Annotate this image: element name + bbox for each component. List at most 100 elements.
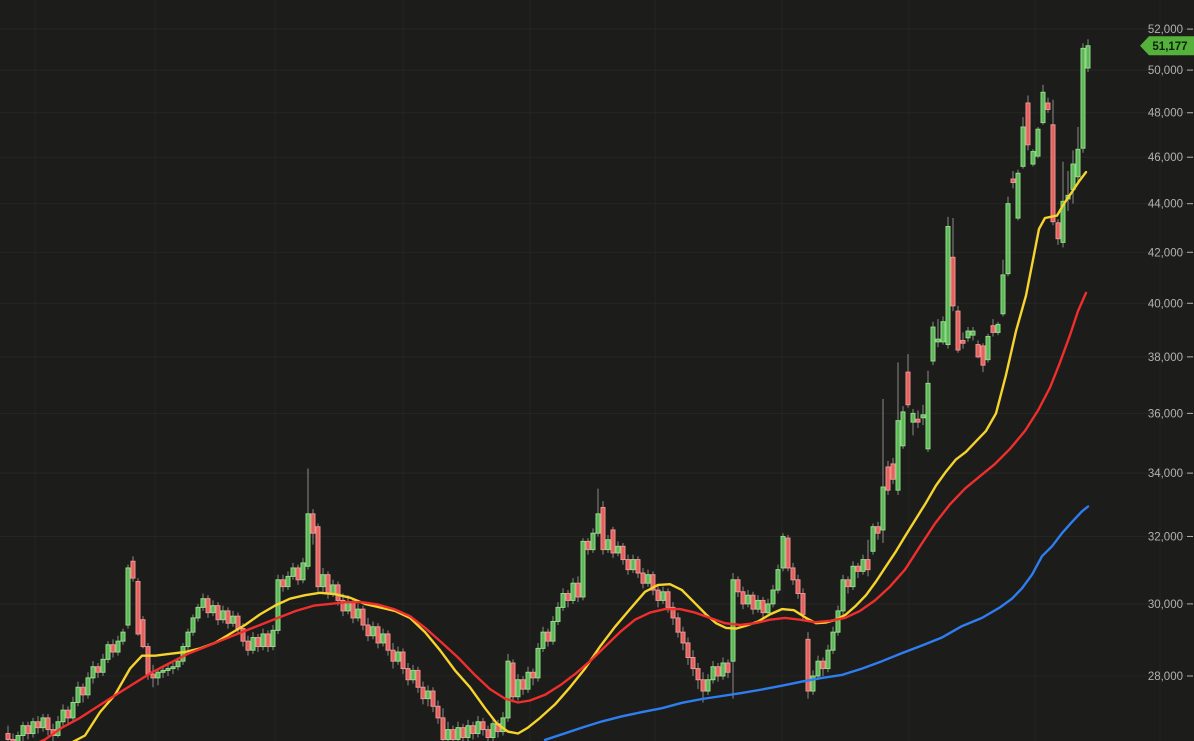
candle-up [880,486,886,531]
candle-down [430,690,436,707]
candle-down [65,709,71,719]
candle-up [15,735,21,741]
candle-down [450,729,456,740]
candle-up [985,335,991,361]
candle-down [905,371,911,406]
candle-up [165,668,171,671]
candle-up [605,539,611,551]
candle-up [465,725,471,738]
price-axis-label: 44,000 [1148,199,1183,211]
candle-down [95,666,101,673]
price-axis[interactable] [1145,0,1194,741]
candle-up [515,679,521,698]
candle-up [370,626,376,637]
candle-up [730,579,736,662]
candle-up [895,420,901,491]
candle-down [375,626,381,644]
candle-up [590,532,596,551]
candle-up [775,569,781,591]
candle-up [505,660,511,719]
candle-down [1025,102,1031,146]
candle-down [150,673,156,679]
candle-down [795,579,801,595]
candle-up [770,589,776,605]
candle-down [530,671,536,679]
candle-down [565,593,571,601]
candle-down [315,526,321,588]
candle-up [1005,203,1011,275]
candle-up [90,666,96,679]
price-axis-label: 52,000 [1148,24,1183,36]
candle-up [850,565,856,588]
candle-up [230,615,236,624]
candle-up [60,709,66,723]
candle-up [210,605,216,614]
candle-down [280,579,286,588]
candle-down [545,631,551,642]
candle-up [345,601,351,612]
candle-up [455,727,461,740]
candle-up [195,606,201,619]
candle-up [1085,45,1091,69]
candle-up [270,629,276,648]
last-price-tag [1140,36,1194,56]
candle-up [380,633,386,644]
candle-up [570,582,576,601]
candle-up [125,567,131,626]
candle-up [170,666,176,670]
candle-down [640,572,646,584]
price-axis-label: 28,000 [1148,671,1183,683]
candle-down [460,727,466,738]
candle-up [1040,91,1046,124]
candle-up [810,675,816,692]
candle-down [235,615,241,630]
candle-down [140,619,146,648]
candle-up [870,526,876,552]
candle-up [815,660,821,677]
candle-down [700,679,706,692]
candle-down [440,717,446,740]
candle-up [175,660,181,668]
candle-up [490,723,496,738]
candle-down [680,631,686,644]
candle-down [675,617,681,633]
candle-down [960,340,966,344]
ma-fast-yellow [71,170,1088,741]
candle-down [510,662,516,698]
candle-down [80,686,86,696]
candle-up [1000,274,1006,315]
candle-up [1060,200,1066,243]
candle-down [915,418,921,423]
candle-down [575,582,581,598]
candle-up [1030,151,1036,165]
candle-down [855,565,861,572]
candle-up [540,631,546,649]
candle-up [395,651,401,662]
candle-up [925,382,931,450]
candle-down [135,581,141,635]
candle-up [85,677,91,696]
candle-down [750,594,756,610]
candle-down [845,579,851,588]
candle-down [420,686,426,700]
candle-up [630,559,636,571]
price-axis-label: 48,000 [1148,108,1183,120]
candle-down [310,513,316,534]
candle-down [435,705,441,719]
candle-up [115,640,121,653]
candle-down [485,729,491,738]
candle-up [305,513,311,567]
candle-up [475,721,481,735]
candle-up [30,721,36,735]
candle-up [1080,47,1086,149]
candle-down [690,657,696,670]
candle-down [655,589,661,601]
candle-down [245,640,251,651]
candle-down [1045,102,1051,110]
candle-up [535,647,541,679]
price-axis-label: 32,000 [1148,531,1183,543]
candle-down [5,733,11,740]
candle-down [225,610,231,624]
